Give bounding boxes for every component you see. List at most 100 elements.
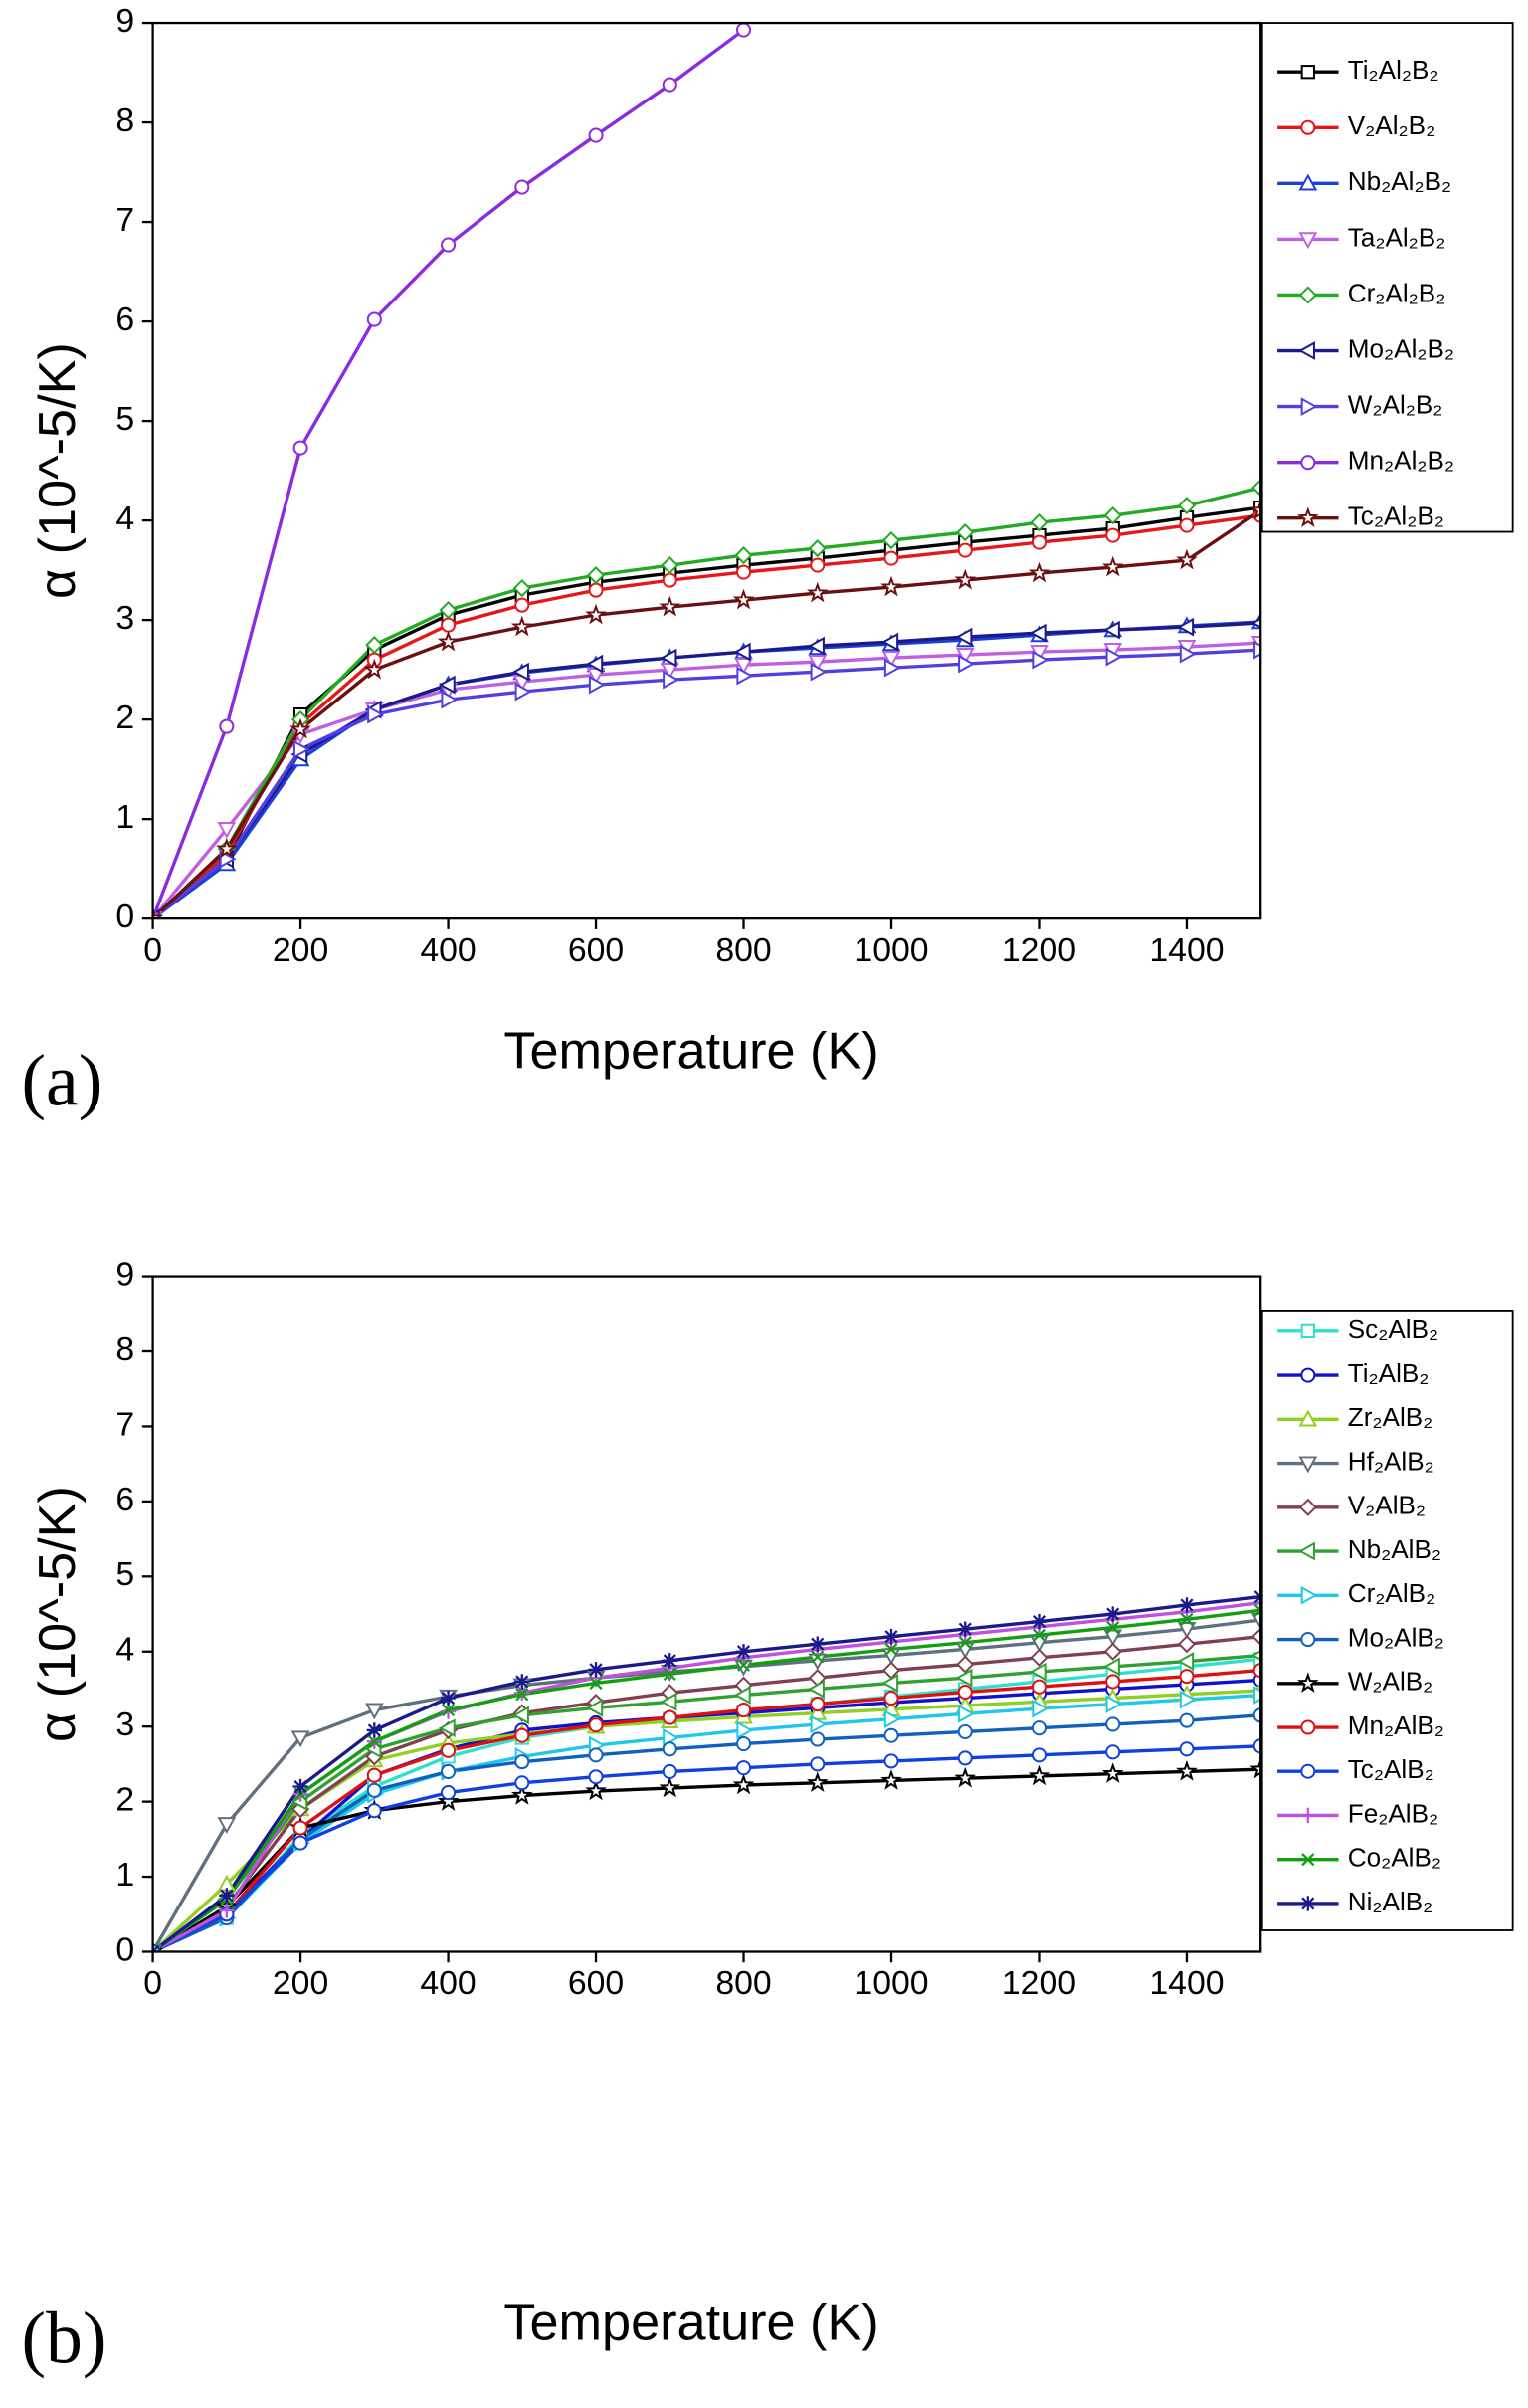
marker [1249,1757,1261,1779]
series-line [152,1713,1261,1952]
y-tick-label: 1 [115,1856,134,1894]
marker [883,1727,899,1743]
marker [957,1750,973,1766]
marker [1105,1716,1121,1732]
marker [1105,1744,1121,1760]
marker [366,311,382,327]
marker [1102,620,1120,640]
x-tick-label: 1400 [1149,931,1224,969]
plot-area [152,23,1261,919]
legend-label: Cr₂Al₂B₂ [1348,278,1446,307]
marker [589,1676,603,1691]
legend-label: Mn₂AlB₂ [1348,1710,1444,1740]
marker [367,1734,381,1748]
marker [1031,1747,1048,1763]
legend-marker [1298,1456,1318,1474]
legend-marker [1298,1498,1317,1516]
marker [663,1667,676,1681]
marker [1032,1699,1050,1718]
marker [662,1741,677,1757]
legend-label: Nb₂Al₂B₂ [1348,166,1451,196]
series-line [152,513,1261,919]
legend-box [1260,22,1514,533]
marker [662,572,677,588]
marker [735,1703,752,1718]
marker [292,739,310,759]
marker [1106,1621,1120,1635]
marker [514,597,530,613]
marker [1101,1762,1124,1783]
marker [512,1706,529,1725]
marker [1249,499,1261,520]
marker [1105,1606,1121,1622]
marker [1177,497,1197,515]
legend-marker [1301,1853,1315,1867]
marker [1103,1629,1123,1647]
marker [810,1731,826,1747]
marker [736,666,754,686]
marker [441,690,459,709]
y-tick-label: 6 [115,1481,134,1518]
marker [880,575,902,597]
marker [441,617,457,633]
marker [1179,1690,1197,1709]
plot-area [152,1588,1261,1952]
x-tick-label: 200 [273,931,328,969]
x-tick-label: 1200 [1002,931,1076,969]
series-line [152,641,1261,919]
legend-marker [1300,1807,1316,1824]
y-tick-label: 8 [115,101,134,139]
marker [958,654,975,674]
marker [1179,1741,1195,1757]
marker [810,662,828,682]
marker [588,127,604,143]
marker [659,1776,681,1798]
marker [1101,555,1124,577]
marker [512,662,529,682]
marker [736,1720,754,1740]
legend: Ti₂Al₂B₂ V₂Al₂B₂ Nb₂Al₂B₂ Ta₂Al₂B₂ Cr₂Al₂B₂ M… [1260,22,1514,533]
series-line [152,1594,1261,1952]
legend-marker [1300,1896,1316,1911]
marker [1029,1662,1047,1682]
marker [1253,1603,1261,1617]
marker [1252,1707,1261,1723]
y-tick-label: 0 [115,898,134,935]
marker [217,822,237,839]
marker [588,582,604,598]
plot-frame [151,1275,1262,1953]
marker [514,1674,530,1690]
x-axis-title: Temperature (K) [503,1023,878,1081]
legend-label: Ti₂Al₂B₂ [1348,55,1439,85]
marker [585,1779,607,1801]
marker [292,1820,308,1836]
y-tick-label: 7 [115,1405,134,1443]
legend-label: V₂Al₂B₂ [1348,110,1435,140]
x-tick-label: 400 [420,1964,476,2002]
chart-panel: 0 1 2 3 4 5 6 7 8 9 0 200 400 600 800 1000 1200 1400 Tempe… [22,2,1514,1121]
marker [1177,1621,1197,1639]
marker [662,77,677,93]
marker [366,1803,382,1819]
legend-label: Hf₂AlB₂ [1348,1446,1434,1476]
legend-label: Zr₂AlB₂ [1348,1402,1433,1432]
marker [588,1769,604,1785]
legend-marker [1300,1585,1318,1605]
marker [660,1692,677,1711]
marker [219,1888,235,1904]
marker [662,1763,677,1779]
marker [512,579,531,598]
marker [733,1686,751,1705]
y-axis-title: α (10^-5/K) [29,1486,87,1742]
marker [586,1698,604,1717]
marker [734,657,753,675]
x-tick-label: 0 [143,931,162,969]
marker [510,1784,533,1805]
marker [810,1756,826,1772]
series-line [152,508,1261,919]
marker [364,1703,384,1720]
x-tick-label: 600 [568,931,624,969]
marker [662,1709,677,1725]
marker [366,1782,382,1798]
